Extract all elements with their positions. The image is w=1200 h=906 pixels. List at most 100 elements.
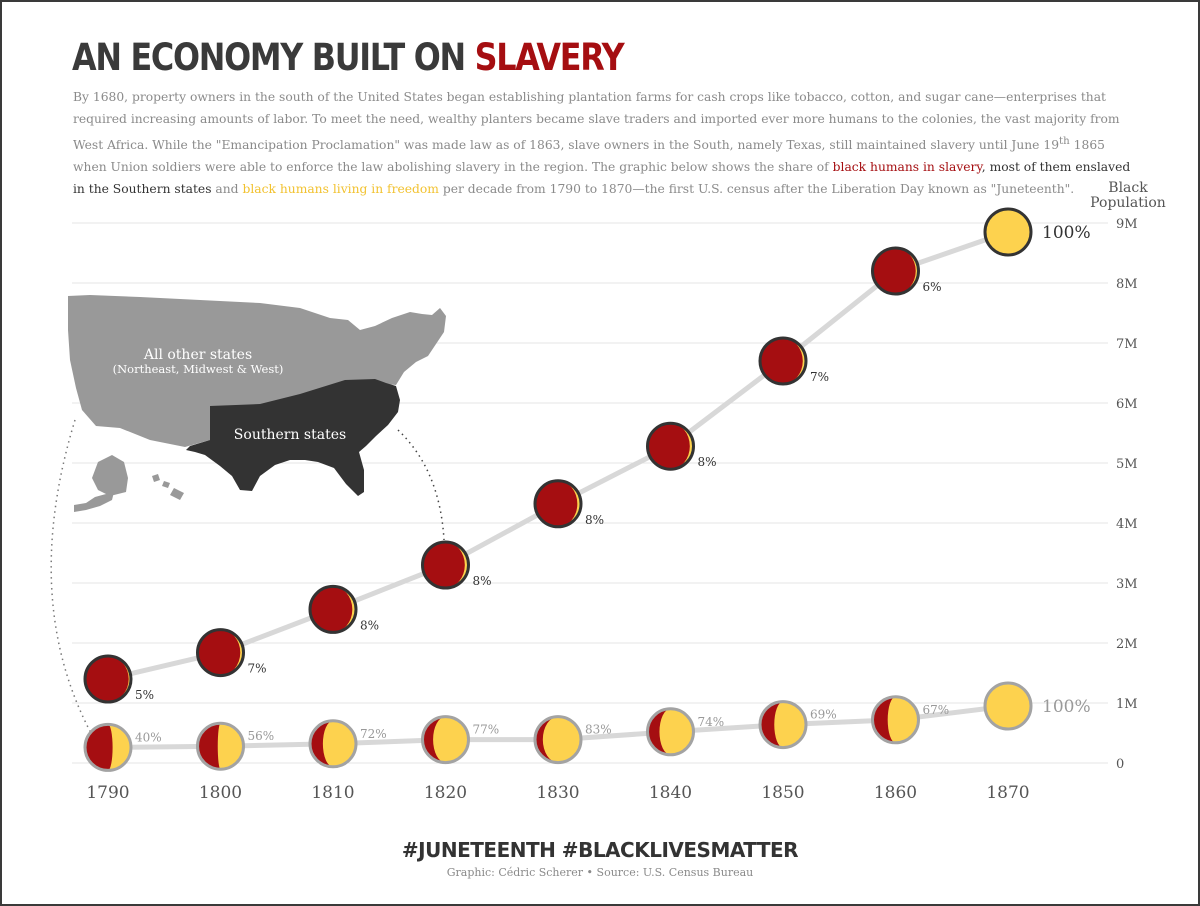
point-share-label: 8% (360, 618, 379, 632)
y-tick-label: 2M (1116, 637, 1138, 652)
point-share-label: 83% (585, 723, 612, 737)
point-slave-share (872, 696, 896, 743)
point-slave-share (760, 701, 783, 748)
y-tick-label: 8M (1116, 277, 1138, 292)
point-slave-share (422, 716, 446, 763)
point-share-label: 5% (135, 688, 154, 702)
point-share-label: 72% (360, 727, 387, 741)
point-outline (983, 681, 1033, 731)
point-outline (308, 719, 358, 769)
point-share-label: 77% (473, 723, 500, 737)
intro-part-south: , most of them enslaved in the Southern … (73, 160, 1131, 197)
point-outline (646, 707, 695, 757)
point-slave-share (647, 423, 690, 470)
point-outline (196, 628, 245, 678)
us-map: All other states (Northeast, Midwest & W… (50, 295, 446, 736)
y-tick-label: 7M (1116, 337, 1138, 352)
point-slave-share (85, 656, 129, 702)
x-tick-label: 1870 (986, 783, 1029, 803)
point-free-share (985, 683, 1031, 729)
point-southern (758, 336, 808, 386)
y-tick-label: 3M (1116, 577, 1138, 592)
point-outline (308, 584, 358, 634)
point-outline (758, 700, 808, 750)
title-prefix: AN ECONOMY BUILT ON (72, 36, 466, 79)
x-tick-label: 1810 (311, 783, 354, 803)
intro-text: By 1680, property owners in the south of… (73, 86, 1133, 200)
point-outline (83, 654, 133, 704)
point-other (871, 695, 920, 745)
map-alaska (74, 455, 128, 512)
legend-slave-label: black humans in slavery (832, 160, 982, 175)
point-outline (196, 721, 245, 771)
map-south-label: Southern states (234, 427, 346, 443)
data-points: 5% 7% 8% 8% 8% 8% 7% 6% 100% 40% 56% 72% 77% 83% 74% 69… (83, 207, 1091, 772)
point-outline (533, 715, 583, 765)
point-slave-share (422, 542, 465, 588)
point-share-label: 40% (135, 730, 162, 744)
point-share-label: 74% (698, 715, 725, 729)
point-other (196, 721, 245, 771)
intro-part: 1865 when Union soldiers were able to en… (73, 138, 1105, 175)
y-tick-label: 9M (1116, 217, 1138, 232)
y-axis-title: Population (1090, 195, 1166, 211)
intro-part: per decade from 1790 to 1870—the first U… (438, 182, 1075, 197)
point-share-label: 7% (810, 370, 829, 384)
y-tick-label: 5M (1116, 457, 1138, 472)
point-outline (758, 336, 808, 386)
point-southern (421, 540, 470, 590)
point-share-label: 8% (698, 455, 717, 469)
point-share-label: 100% (1042, 697, 1091, 717)
intro-sup: th (1059, 135, 1070, 147)
point-share-label: 7% (248, 662, 267, 676)
x-tick-label: 1860 (874, 783, 917, 803)
y-tick-label: 0 (1116, 757, 1124, 772)
point-outline (983, 207, 1033, 257)
y-axis-title: Black (1108, 180, 1148, 196)
point-other (983, 681, 1033, 731)
point-slave-share (535, 480, 578, 527)
point-free-share (985, 209, 1031, 255)
point-outline (421, 715, 470, 765)
page-title: AN ECONOMY BUILT ON SLAVERY (72, 36, 625, 79)
point-other (83, 722, 133, 772)
point-share-label: 56% (248, 729, 275, 743)
point-free-share (535, 716, 581, 763)
point-slave-share (197, 629, 241, 676)
y-tick-label: 4M (1116, 517, 1138, 532)
point-share-label: 67% (923, 703, 950, 717)
point-slave-share (310, 720, 333, 767)
intro-part: By 1680, property owners in the south of… (73, 90, 1120, 153)
point-southern (308, 584, 358, 634)
grid-lines (72, 222, 1108, 764)
point-slave-share (85, 724, 113, 771)
intro-part: and (211, 182, 243, 197)
x-tick-label: 1790 (86, 783, 129, 803)
point-southern (83, 654, 133, 704)
point-southern (196, 628, 245, 678)
point-share-label: 100% (1042, 223, 1091, 243)
map-other-sublabel: (Northeast, Midwest & West) (113, 362, 284, 376)
point-southern (871, 246, 920, 296)
point-slave-share (647, 708, 671, 755)
point-slave-share (197, 723, 221, 770)
title-highlight: SLAVERY (474, 36, 625, 79)
legend-free-label: black humans living in freedom (242, 182, 439, 197)
y-tick-label: 1M (1116, 697, 1138, 712)
point-other (308, 719, 358, 769)
point-slave-share (535, 716, 558, 763)
x-tick-label: 1850 (761, 783, 804, 803)
point-outline (646, 421, 695, 471)
point-other (646, 707, 695, 757)
point-share-label: 6% (923, 280, 942, 294)
point-share-label: 69% (810, 708, 837, 722)
map-other-states (68, 295, 446, 447)
point-southern (646, 421, 695, 471)
map-other-label: All other states (143, 347, 252, 363)
y-tick-label: 6M (1116, 397, 1138, 412)
map-connector-other (50, 419, 93, 736)
point-slave-share (872, 248, 916, 294)
point-slave-share (310, 586, 353, 633)
